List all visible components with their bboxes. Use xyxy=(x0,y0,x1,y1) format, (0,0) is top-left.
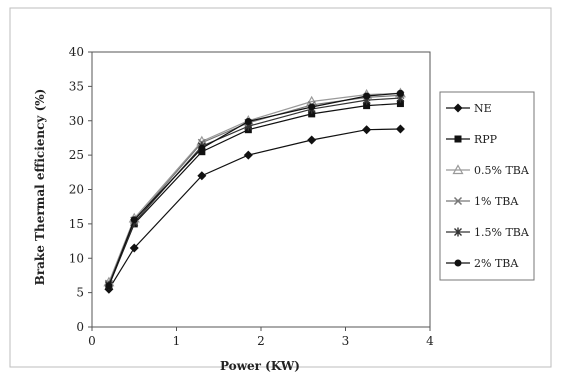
series-0 xyxy=(104,124,405,294)
data-point xyxy=(308,110,316,118)
legend-marker xyxy=(453,103,463,113)
y-tick-label: 10 xyxy=(69,251,84,265)
x-tick-label: 3 xyxy=(342,334,350,348)
legend-marker xyxy=(454,135,462,143)
legend-item: RPP xyxy=(446,133,498,146)
legend-marker xyxy=(454,259,462,267)
data-point xyxy=(197,171,207,181)
legend-item: 0.5% TBA xyxy=(446,164,530,177)
y-tick-label: 0 xyxy=(76,320,84,334)
y-tick-label: 30 xyxy=(69,114,84,128)
y-tick-label: 5 xyxy=(76,286,84,300)
data-point xyxy=(396,100,404,108)
legend-marker xyxy=(454,227,462,237)
legend-label: RPP xyxy=(474,133,498,146)
data-point xyxy=(130,216,138,224)
legend-box xyxy=(439,91,535,281)
series-5 xyxy=(105,89,404,290)
x-axis-title: Power (KW) xyxy=(220,359,300,373)
legend-marker xyxy=(453,196,463,206)
y-tick-label: 35 xyxy=(69,79,84,93)
legend-label: 1% TBA xyxy=(474,195,519,208)
x-tick-label: 1 xyxy=(173,334,181,348)
legend-item: 1.5% TBA xyxy=(446,226,530,239)
data-point xyxy=(129,243,139,253)
x-tick-label: 0 xyxy=(88,334,96,348)
legend-marker xyxy=(452,164,464,175)
legend-label: 1.5% TBA xyxy=(474,226,530,239)
x-tick-label: 2 xyxy=(257,334,265,348)
legend-label: 2% TBA xyxy=(474,257,519,270)
legend-item: 1% TBA xyxy=(446,195,519,208)
data-point xyxy=(198,144,206,152)
y-tick-label: 25 xyxy=(69,148,84,162)
legend-label: NE xyxy=(474,102,492,115)
data-point xyxy=(363,92,371,100)
legend-label: 0.5% TBA xyxy=(474,164,530,177)
data-point xyxy=(395,124,405,134)
data-point xyxy=(396,89,404,97)
y-tick-label: 40 xyxy=(69,45,84,59)
data-point xyxy=(363,102,371,110)
y-tick-label: 20 xyxy=(69,183,84,197)
x-tick-label: 4 xyxy=(426,334,434,348)
legend-item: 2% TBA xyxy=(446,257,519,270)
legend-item: NE xyxy=(446,102,492,115)
data-point xyxy=(244,117,252,125)
data-point xyxy=(243,150,253,160)
data-point xyxy=(105,282,113,290)
data-point xyxy=(307,135,317,145)
y-tick-label: 15 xyxy=(69,217,84,231)
y-axis-title: Brake Thermal efficiency (%) xyxy=(33,89,47,286)
data-point xyxy=(362,125,372,135)
data-point xyxy=(308,103,316,111)
